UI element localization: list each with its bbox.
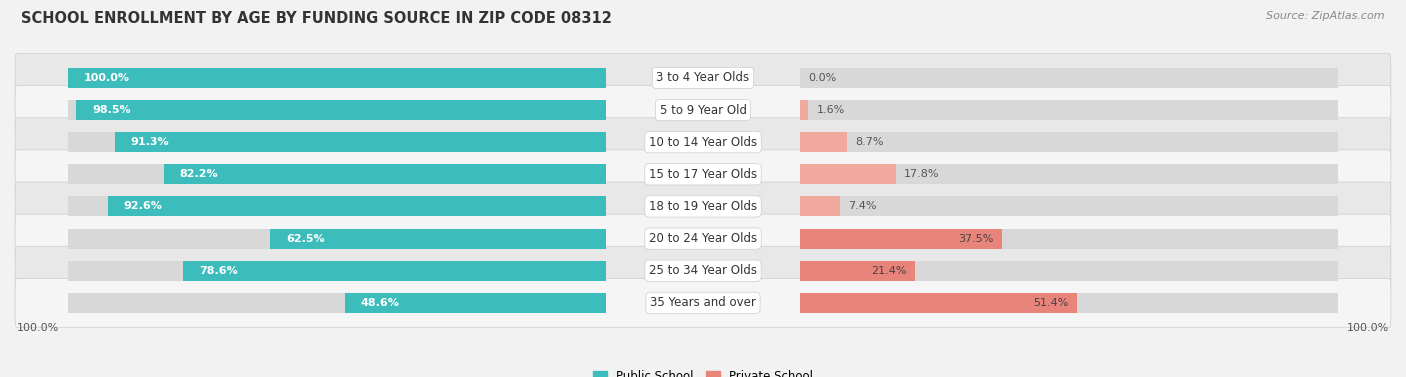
FancyBboxPatch shape (15, 118, 1391, 167)
Bar (800, 132, 1339, 152)
Text: 1.6%: 1.6% (817, 105, 845, 115)
Text: 35 Years and over: 35 Years and over (650, 296, 756, 310)
Bar (108, 196, 606, 216)
Text: 98.5%: 98.5% (93, 105, 131, 115)
Bar (800, 196, 1339, 216)
Bar (115, 132, 606, 152)
FancyBboxPatch shape (15, 246, 1391, 295)
FancyBboxPatch shape (15, 279, 1391, 327)
Text: 20 to 24 Year Olds: 20 to 24 Year Olds (650, 232, 756, 245)
Bar (800, 261, 915, 280)
Text: 21.4%: 21.4% (872, 266, 907, 276)
Text: 51.4%: 51.4% (1033, 298, 1069, 308)
Bar (76, 100, 606, 120)
Bar (270, 228, 606, 248)
Text: 25 to 34 Year Olds: 25 to 34 Year Olds (650, 264, 756, 277)
Bar (800, 164, 896, 184)
Text: 62.5%: 62.5% (285, 234, 325, 244)
Bar (800, 68, 1339, 88)
Text: 3 to 4 Year Olds: 3 to 4 Year Olds (657, 71, 749, 84)
Text: 91.3%: 91.3% (131, 137, 170, 147)
Text: 100.0%: 100.0% (1347, 323, 1389, 333)
Text: 8.7%: 8.7% (855, 137, 883, 147)
Text: Source: ZipAtlas.com: Source: ZipAtlas.com (1267, 11, 1385, 21)
Bar (67, 68, 606, 88)
Text: 100.0%: 100.0% (84, 73, 129, 83)
Bar (67, 293, 606, 313)
Text: 100.0%: 100.0% (17, 323, 59, 333)
Legend: Public School, Private School: Public School, Private School (588, 366, 818, 377)
FancyBboxPatch shape (15, 54, 1391, 102)
FancyBboxPatch shape (15, 214, 1391, 263)
Text: 92.6%: 92.6% (124, 201, 163, 211)
Bar (800, 293, 1339, 313)
Text: 82.2%: 82.2% (180, 169, 218, 179)
Text: SCHOOL ENROLLMENT BY AGE BY FUNDING SOURCE IN ZIP CODE 08312: SCHOOL ENROLLMENT BY AGE BY FUNDING SOUR… (21, 11, 612, 26)
Bar (67, 132, 606, 152)
Text: 10 to 14 Year Olds: 10 to 14 Year Olds (650, 136, 756, 149)
Text: 78.6%: 78.6% (200, 266, 238, 276)
Text: 17.8%: 17.8% (904, 169, 939, 179)
Bar (800, 164, 1339, 184)
Bar (800, 293, 1077, 313)
Bar (67, 100, 606, 120)
Bar (67, 228, 606, 248)
Text: 15 to 17 Year Olds: 15 to 17 Year Olds (650, 168, 756, 181)
Bar (67, 196, 606, 216)
Text: 7.4%: 7.4% (848, 201, 876, 211)
Bar (800, 228, 1339, 248)
Text: 5 to 9 Year Old: 5 to 9 Year Old (659, 104, 747, 116)
Bar (67, 261, 606, 280)
Text: 18 to 19 Year Olds: 18 to 19 Year Olds (650, 200, 756, 213)
FancyBboxPatch shape (15, 86, 1391, 135)
Bar (67, 164, 606, 184)
Text: 0.0%: 0.0% (808, 73, 837, 83)
Text: 37.5%: 37.5% (959, 234, 994, 244)
Bar (800, 261, 1339, 280)
Bar (800, 100, 808, 120)
FancyBboxPatch shape (15, 182, 1391, 231)
Bar (800, 132, 846, 152)
Bar (67, 68, 606, 88)
Bar (183, 261, 606, 280)
Bar (163, 164, 606, 184)
FancyBboxPatch shape (15, 150, 1391, 199)
Bar (800, 100, 1339, 120)
Bar (800, 196, 839, 216)
Text: 48.6%: 48.6% (361, 298, 399, 308)
Bar (344, 293, 606, 313)
Bar (800, 228, 1001, 248)
